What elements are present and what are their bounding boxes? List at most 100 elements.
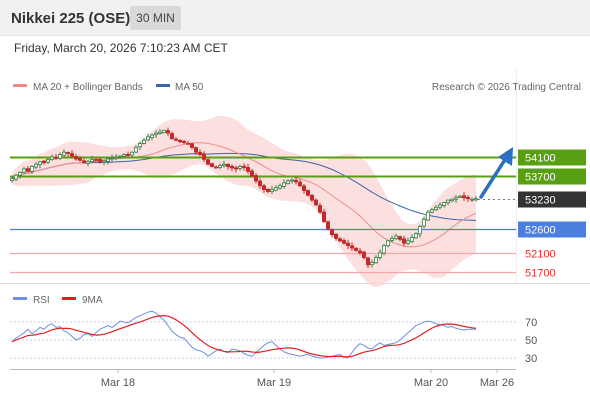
ma20-legend-swatch: [13, 84, 27, 87]
candle: [241, 163, 246, 171]
candle: [201, 151, 206, 162]
level-tag-53700: [518, 168, 586, 185]
candle: [217, 163, 222, 170]
chart-title: Nikkei 225 (OSE): [11, 10, 131, 27]
timeframe-button[interactable]: 30 MIN: [130, 6, 181, 30]
level-tags: 54100 53700 53230 52600 52100 51700: [518, 149, 586, 280]
rsi-level-label-70: 70: [525, 317, 537, 329]
candle: [389, 235, 394, 243]
level-tag-label-52600: 52600: [525, 225, 556, 237]
ma20-legend-label: MA 20 + Bollinger Bands: [33, 82, 143, 93]
candle: [369, 259, 374, 268]
candle: [106, 157, 111, 165]
main-legend: MA 20 + Bollinger Bands MA 50 Research ©…: [13, 82, 581, 93]
candle: [269, 186, 274, 195]
candle: [197, 149, 202, 157]
candle: [145, 133, 150, 142]
candle: [213, 165, 218, 169]
candle: [98, 157, 103, 164]
candle: [94, 157, 99, 162]
bollinger-band-fill: [12, 115, 476, 288]
candle: [74, 153, 79, 161]
candle: [253, 173, 258, 184]
candle: [325, 220, 330, 231]
level-lines: [10, 156, 516, 274]
candle: [189, 142, 194, 150]
candle: [377, 249, 382, 260]
candle: [309, 193, 314, 202]
forecast-arrow-head: [498, 147, 513, 166]
candle: [341, 238, 346, 245]
rsi-level-label-30: 30: [525, 353, 537, 365]
candle: [126, 151, 131, 158]
candle: [25, 165, 30, 173]
rsi-ma9-line: [11, 314, 477, 358]
candles-group: [9, 127, 478, 269]
candle: [469, 197, 474, 202]
candle: [221, 160, 226, 168]
candle: [305, 189, 310, 197]
candle: [58, 152, 63, 161]
candle: [405, 237, 410, 246]
candle: [265, 188, 270, 194]
candle: [173, 136, 178, 142]
rsi-legend-swatch: [13, 297, 27, 300]
candle: [86, 159, 91, 167]
candle: [114, 154, 119, 160]
candle: [233, 165, 238, 173]
candle: [461, 192, 466, 201]
candle: [417, 224, 422, 238]
candle: [297, 178, 302, 187]
candle: [185, 140, 190, 145]
candle: [54, 153, 59, 160]
ma50-legend-label: MA 50: [175, 82, 204, 93]
rsi-level-lines: 70 50 30: [10, 317, 537, 365]
copyright-text: Research © 2026 Trading Central: [432, 82, 581, 93]
candle: [465, 195, 470, 203]
candle: [66, 151, 71, 157]
candle: [453, 195, 458, 203]
candle: [301, 184, 306, 194]
candle: [118, 155, 123, 159]
candle: [329, 228, 334, 238]
candle: [141, 138, 146, 145]
candle: [353, 247, 358, 252]
timestamp: Friday, March 20, 2026 7:10:23 AM CET: [14, 41, 228, 55]
candle: [273, 185, 278, 192]
candle: [34, 161, 39, 170]
level-tag-52600: [518, 221, 586, 238]
candle: [225, 163, 230, 170]
candle: [293, 176, 298, 185]
candle: [285, 179, 290, 185]
candle: [333, 233, 338, 241]
osc-legend: RSI 9MA: [13, 295, 103, 306]
rsi-level-label-50: 50: [525, 335, 537, 347]
candle: [381, 243, 386, 256]
candle: [445, 199, 450, 206]
x-tick-label: Mar 26: [480, 377, 514, 389]
candle: [321, 208, 326, 223]
x-axis-labels: Mar 18 Mar 19 Mar 20 Mar 26: [101, 369, 514, 389]
level-tag-label-53700: 53700: [525, 172, 556, 184]
candle: [133, 145, 138, 154]
ma50-legend-swatch: [156, 84, 170, 87]
candle: [62, 149, 67, 157]
candle: [78, 155, 83, 162]
candle: [345, 239, 350, 250]
candle: [281, 179, 286, 189]
candle: [393, 233, 398, 241]
candle: [9, 176, 14, 183]
candle: [110, 154, 115, 162]
candle: [193, 146, 198, 156]
candle: [153, 130, 158, 138]
candle: [257, 178, 262, 189]
candle: [102, 159, 107, 165]
candle: [289, 178, 294, 184]
x-tick-label: Mar 20: [414, 377, 448, 389]
candle: [245, 163, 250, 174]
candle: [38, 160, 43, 169]
candle: [21, 167, 26, 174]
candle: [373, 255, 378, 264]
candle: [361, 250, 366, 260]
